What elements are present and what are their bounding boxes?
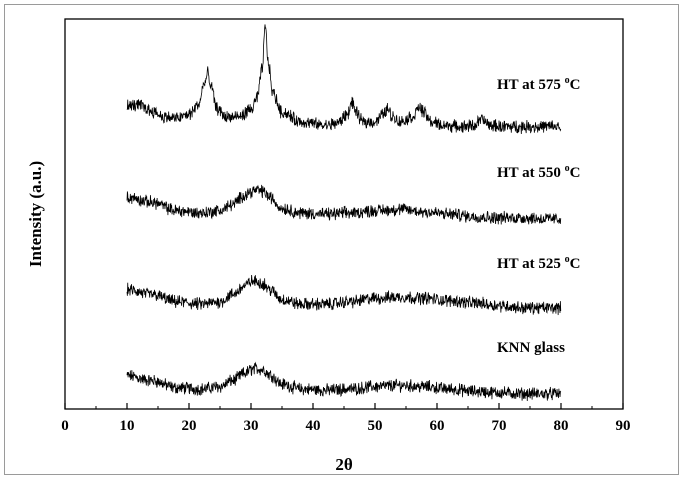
x-tick-label: 60 xyxy=(430,418,445,434)
figure-frame xyxy=(4,4,679,475)
series-line xyxy=(126,24,562,134)
x-axis-ticks: 0 10 20 30 40 50 60 70 80 90 xyxy=(61,403,631,434)
series-label: HT at 525 oC xyxy=(497,254,581,272)
x-tick-label: 20 xyxy=(182,418,197,434)
series-label: HT at 550 oC xyxy=(497,163,581,181)
x-tick-label: 0 xyxy=(61,418,69,434)
x-tick-label: 80 xyxy=(554,418,569,434)
series-line xyxy=(126,361,562,401)
y-axis-title: Intensity (a.u.) xyxy=(26,161,45,267)
x-axis-title: 2θ xyxy=(335,455,353,474)
series-line xyxy=(126,275,562,316)
x-tick-label: 40 xyxy=(306,418,321,434)
series-label: HT at 575 oC xyxy=(497,75,581,93)
x-tick-label: 10 xyxy=(120,418,135,434)
x-tick-label: 30 xyxy=(244,418,259,434)
x-tick-label: 70 xyxy=(492,418,507,434)
series-label: KNN glass xyxy=(497,340,565,356)
series-layer: KNN glass HT at 525 oC HT at 550 oC HT at 5… xyxy=(126,24,581,401)
series-line xyxy=(126,184,562,225)
x-tick-label: 90 xyxy=(616,418,631,434)
x-tick-label: 50 xyxy=(368,418,383,434)
